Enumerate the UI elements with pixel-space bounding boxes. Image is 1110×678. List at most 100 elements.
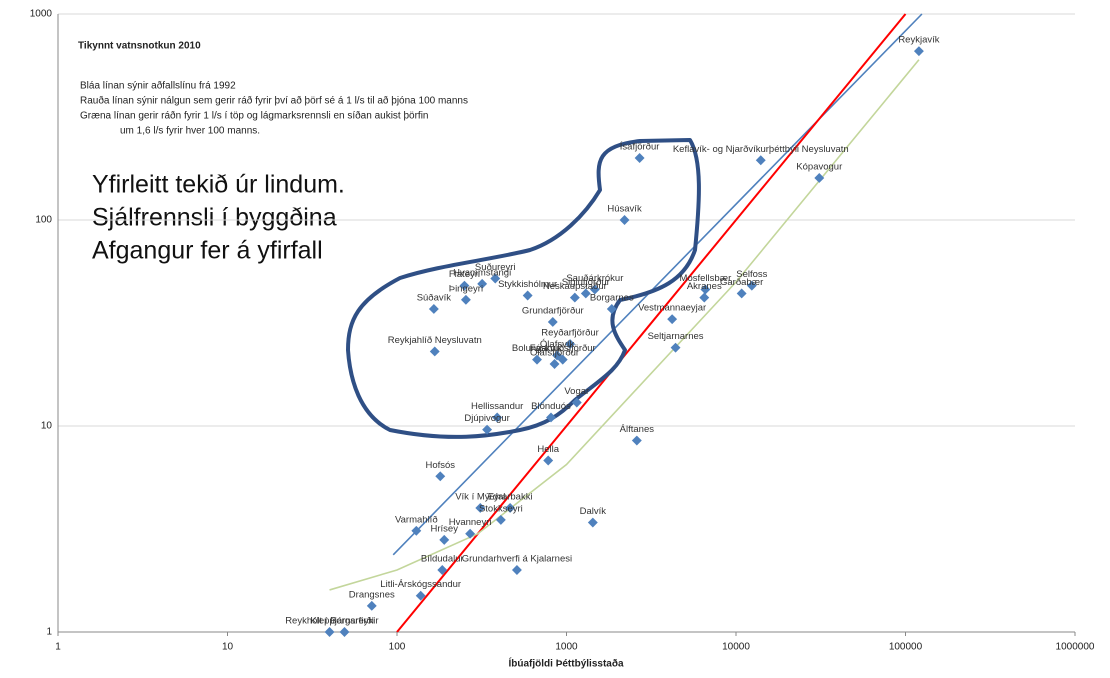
point: [475, 503, 486, 513]
point-label: Djúpivogur: [464, 413, 509, 424]
point: [736, 288, 747, 299]
point: [495, 514, 506, 525]
x-tick-label: 10000: [722, 642, 750, 653]
point-label: Kleppjárnsreykir: [310, 616, 378, 627]
trend-line: [396, 13, 907, 633]
point: [755, 155, 766, 166]
point-label: Vogar: [564, 386, 589, 397]
x-tick-label: 10: [222, 642, 234, 653]
point-label: Litli-Árskógssandur: [380, 579, 461, 590]
point: [522, 290, 533, 301]
point-label: Siglufjörður: [562, 277, 610, 288]
point: [435, 471, 446, 482]
point: [477, 278, 488, 289]
point: [428, 304, 439, 314]
point-label: Hvammstangi: [453, 267, 511, 278]
point: [437, 565, 448, 575]
x-tick-label: 100: [389, 642, 406, 653]
point-label: Mosfellsbær: [680, 273, 732, 284]
point: [571, 397, 582, 408]
point-label: Neskaupstaður: [543, 281, 607, 292]
callout: Yfirleitt tekið úr lindum.: [92, 171, 345, 199]
x-tick-label: 1000: [555, 642, 578, 653]
point: [459, 280, 470, 291]
point: [557, 354, 568, 365]
x-tick-label: 1000000: [1056, 642, 1095, 653]
note: Rauða línan sýnir nálgun sem gerir ráð f…: [80, 95, 468, 107]
point: [547, 316, 558, 327]
point-label: Akranes: [687, 281, 722, 292]
point-label: Stokkseyri: [479, 503, 523, 514]
point: [366, 600, 377, 611]
point-label: Seltjarnarnes: [648, 331, 704, 342]
point-label: Reykjahlíð Neysluvatn: [388, 335, 482, 346]
trend-line: [329, 59, 920, 591]
point: [700, 284, 711, 295]
point: [814, 173, 825, 183]
point: [429, 346, 440, 357]
x-tick-label: 1: [55, 642, 61, 653]
point: [543, 455, 554, 466]
point-label: Þingeyri: [449, 283, 483, 294]
point-label: Dalvík: [580, 506, 607, 517]
note: Bláa línan sýnir aðfallslínu frá 1992: [80, 80, 236, 92]
point-label: Garðabær: [720, 277, 763, 288]
point-label: Hvanneyri: [449, 517, 492, 528]
point: [505, 503, 516, 513]
point: [913, 46, 924, 57]
point-label: Drangsnes: [349, 589, 395, 600]
x-tick-label: 100000: [889, 642, 923, 653]
callout: Afgangur fer á yfirfall: [92, 237, 323, 265]
point: [549, 359, 560, 369]
point-label: Húsavík: [607, 204, 642, 215]
point: [339, 627, 350, 637]
point-label: Hofsós: [425, 460, 455, 471]
point-label: Reykholt í Borgarfirði: [285, 616, 374, 627]
point-label: Varmahlíð: [395, 514, 438, 525]
y-tick-label: 100: [35, 215, 52, 226]
point-label: Vestmannaeyjar: [638, 303, 706, 314]
hand-drawn-loop: [346, 138, 701, 439]
point-label: Grundarfjörður: [522, 305, 584, 316]
y-tick-label: 1000: [30, 9, 53, 20]
point: [482, 424, 493, 435]
point-label: Vík í Mýrdal: [455, 491, 505, 502]
point-label: Reyðarfjörður: [541, 328, 599, 339]
point: [532, 354, 542, 365]
point: [492, 412, 503, 423]
point-label: Hrísey: [431, 523, 459, 534]
point-label: Flateyri: [449, 269, 480, 280]
point: [580, 288, 591, 299]
point: [699, 292, 710, 303]
point: [619, 215, 630, 225]
point-label: Stykkishólmur: [498, 279, 557, 290]
point: [460, 294, 471, 305]
x-axis-label: Íbúafjöldi Þéttbýlisstaða: [508, 657, 623, 670]
point-label: Kópavogur: [796, 161, 842, 172]
point-label: Ísafjörður: [620, 142, 660, 153]
point-label: Ólafsvík: [540, 339, 575, 350]
point: [634, 153, 645, 163]
trend-line: [392, 13, 923, 556]
point-label: Bíldudalur: [421, 554, 464, 565]
point-label: Hellissandur: [471, 401, 523, 412]
point: [411, 525, 422, 536]
point: [569, 292, 580, 303]
callout: Sjálfrennsli í byggðina: [92, 204, 337, 232]
point-label: Reykjavík: [898, 35, 939, 46]
point: [606, 304, 617, 314]
point: [546, 412, 556, 423]
note: um 1,6 l/s fyrir hver 100 manns.: [120, 126, 260, 137]
point-label: Fáskrúðsfjörður: [530, 343, 596, 354]
point-label: Suðureyri: [475, 262, 516, 273]
y-tick-label: 10: [41, 421, 53, 432]
point-label: Blönduós: [531, 401, 571, 412]
point: [439, 534, 450, 545]
point: [415, 590, 426, 601]
point-label: Ólafsfjörður: [530, 348, 579, 359]
point-label: Sauðárkrókur: [566, 273, 623, 284]
point-label: Eyrarbakki: [488, 491, 533, 502]
point: [490, 273, 501, 284]
